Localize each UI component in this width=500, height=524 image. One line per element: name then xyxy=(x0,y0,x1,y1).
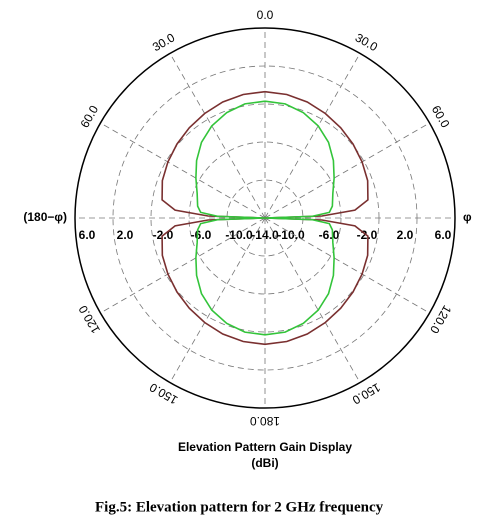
chart-subtitle: (dBi) xyxy=(251,456,278,470)
r-tick-label: -14.0 xyxy=(251,228,279,242)
grid-spoke xyxy=(169,53,266,219)
r-tick-label: -6.0 xyxy=(191,228,212,242)
grid-ring xyxy=(226,179,304,257)
grid-spoke xyxy=(264,217,361,383)
angle-tick-label: 60.0 xyxy=(77,103,101,131)
pattern-line xyxy=(195,100,335,336)
r-tick-label: -6.0 xyxy=(319,228,340,242)
angle-tick-label: 120.0 xyxy=(76,303,103,336)
angle-tick-label: 60.0 xyxy=(429,103,453,131)
angle-tick-label: 150.0 xyxy=(147,380,180,407)
grid-spoke xyxy=(264,53,361,219)
angle-tick-label: 150.0 xyxy=(350,380,383,407)
angle-tick-label: 30.0 xyxy=(353,30,381,54)
grid-spoke xyxy=(100,122,266,219)
r-tick-label: -10.0 xyxy=(225,228,253,242)
angle-tick-label: 0.0 xyxy=(257,8,274,22)
chart-title: Elevation Pattern Gain Display xyxy=(178,440,352,454)
angle-tick-label: 180.0 xyxy=(250,414,280,428)
grid-spoke xyxy=(264,122,430,219)
grid-spoke xyxy=(264,217,430,314)
r-tick-label: 2.0 xyxy=(397,228,414,242)
angle-tick-label: 120.0 xyxy=(427,303,454,336)
caption: Fig.5: Elevation pattern for 2 GHz frequ… xyxy=(95,499,384,515)
pattern-line xyxy=(161,90,369,346)
angle-tick-label: 30.0 xyxy=(150,30,178,54)
r-tick-label: 6.0 xyxy=(79,228,96,242)
r-tick-label: -10.0 xyxy=(277,228,305,242)
angle-tick-label: (180−φ) xyxy=(23,210,67,224)
grid-spoke xyxy=(100,217,266,314)
angle-tick-label: φ xyxy=(463,210,472,224)
r-tick-label: 6.0 xyxy=(435,228,452,242)
grid-spoke xyxy=(169,217,266,383)
grid-ring xyxy=(74,27,456,409)
r-tick-label: 2.0 xyxy=(117,228,134,242)
